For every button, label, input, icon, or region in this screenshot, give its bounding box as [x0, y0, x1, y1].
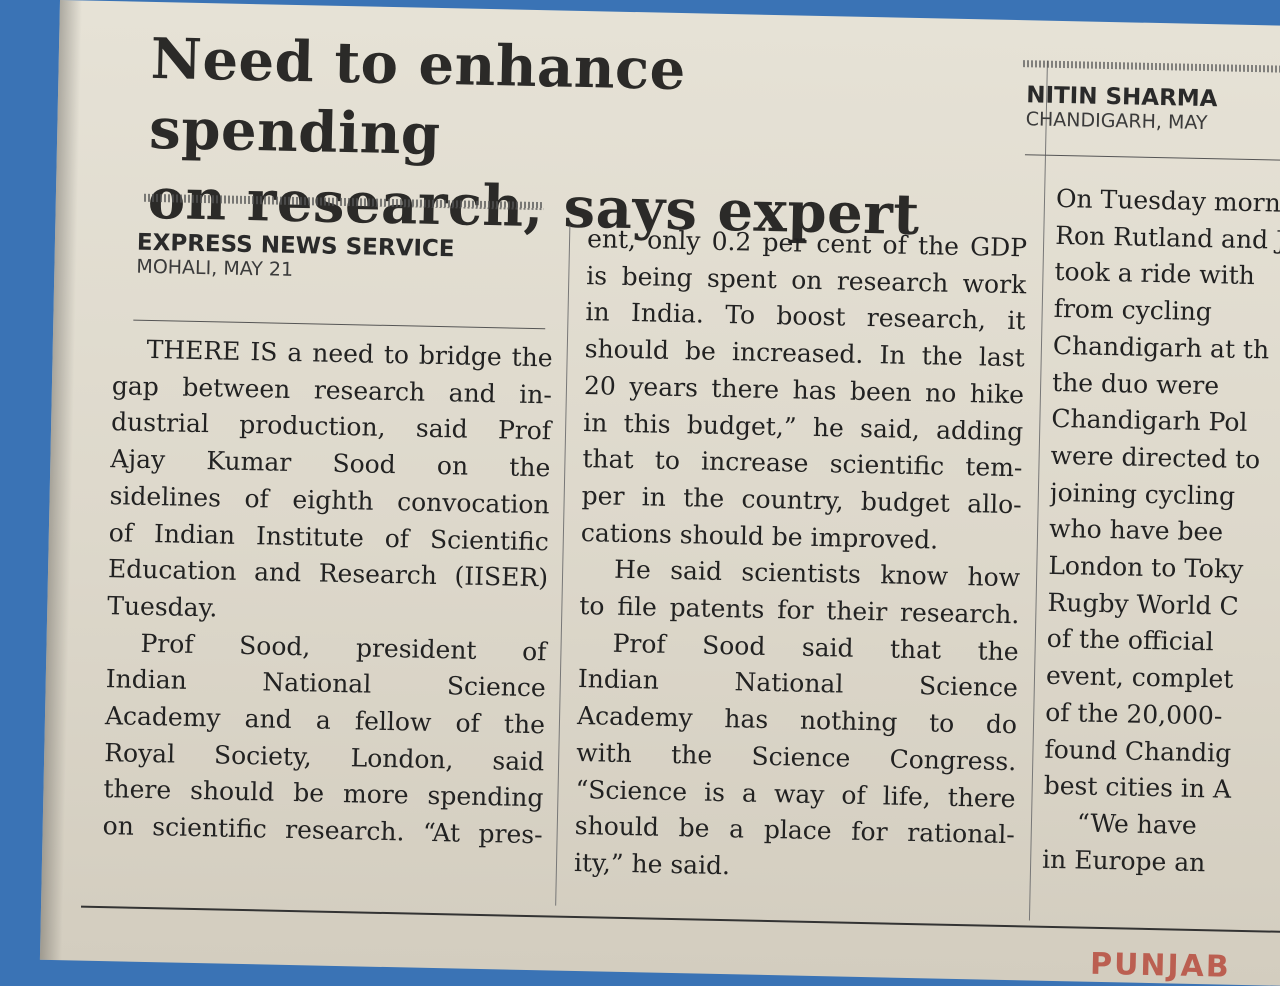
text-line: of the 20,000- — [1044, 697, 1223, 731]
text-line: On Tuesday morni — [1055, 183, 1280, 218]
text-line: best cities in A — [1043, 771, 1232, 804]
text-line: Ron Rutland and J — [1054, 220, 1280, 255]
text-line: found Chandig — [1044, 734, 1232, 768]
text-line: of the official — [1046, 624, 1214, 657]
text-line: took a ride with — [1054, 257, 1256, 291]
text-line: on scientific research. “At pres- — [102, 811, 543, 850]
page-edge-shadow — [39, 0, 82, 961]
text-line: Chandigarh Pol — [1051, 404, 1248, 438]
text-line: who have bee — [1048, 514, 1224, 547]
text-line: London to Toky — [1048, 550, 1244, 584]
newspaper-page: Need to enhance spending on research, sa… — [39, 0, 1280, 986]
sidebar-hatch-rule — [1022, 60, 1280, 74]
headline-line: Need to enhance spending — [148, 25, 687, 168]
article-column-1: THERE IS a need to bridge the gap betwee… — [102, 331, 553, 854]
sidebar-divider — [1024, 154, 1280, 162]
sidebar-byline: NITIN SHARMA CHANDIGARH, MAY — [1025, 82, 1280, 136]
column-divider — [555, 225, 571, 906]
sidebar-article-column: On Tuesday morni Ron Rutland and J took … — [1041, 181, 1280, 916]
sidebar-dateline: CHANDIGARH, MAY — [1025, 108, 1208, 135]
text-line: “We have — [1076, 808, 1198, 840]
text-line: from cycling — [1053, 293, 1213, 327]
next-section-heading: PUNJAB — [1089, 946, 1232, 985]
text-line: the duo were — [1051, 367, 1220, 400]
headline: Need to enhance spending on research, sa… — [147, 24, 971, 251]
main-byline: EXPRESS NEWS SERVICE MOHALI, MAY 21 — [136, 230, 455, 285]
text-line: joining cycling — [1049, 477, 1236, 511]
text-line: Rugby World C — [1047, 587, 1239, 621]
text-line: in Europe an — [1041, 844, 1206, 877]
text-line: were directed to — [1050, 440, 1261, 475]
article-column-2: ent, only 0.2 per cent of the GDP is bei… — [574, 221, 1028, 891]
text-line: event, complet — [1045, 660, 1234, 694]
byline-divider — [133, 319, 546, 330]
text-line: Chandigarh at th — [1052, 330, 1270, 365]
